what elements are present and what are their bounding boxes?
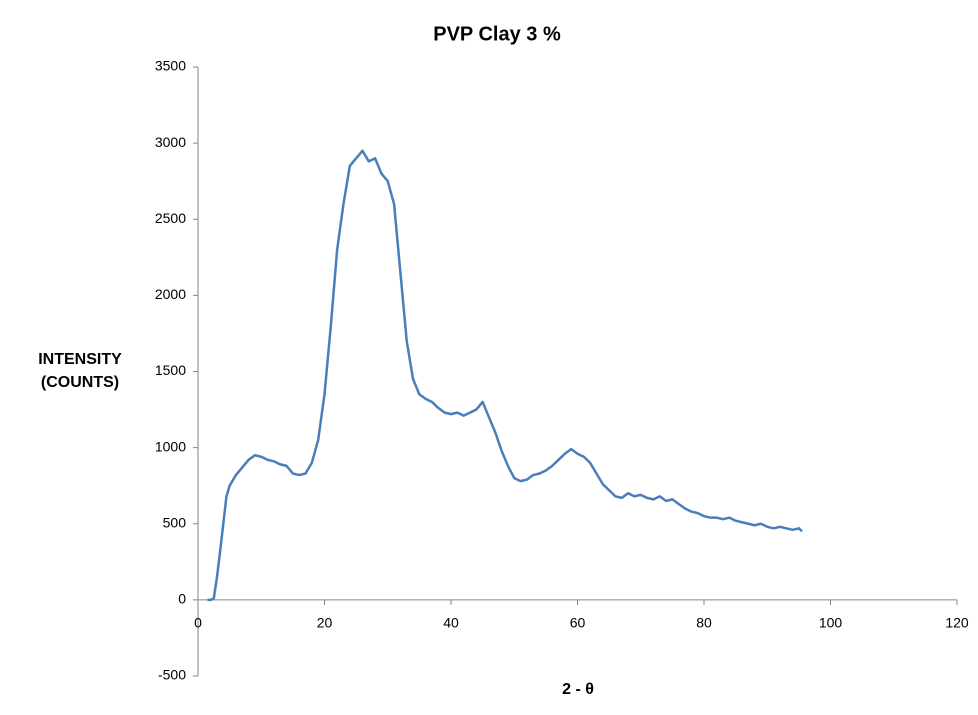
data-line	[207, 149, 803, 602]
y-tick-label: 3000	[155, 134, 186, 150]
y-tick-label: 2500	[155, 210, 186, 226]
x-tick-label: 120	[945, 615, 969, 631]
y-axis-label: (COUNTS)	[41, 374, 119, 391]
y-axis-label: INTENSITY	[38, 351, 122, 368]
x-tick-label: 40	[443, 615, 459, 631]
y-tick-label: -500	[158, 667, 186, 683]
x-tick-label: 20	[317, 615, 333, 631]
y-tick-label: 500	[163, 514, 187, 530]
x-axis-label: 2 - θ	[562, 681, 594, 698]
x-tick-label: 60	[570, 615, 586, 631]
y-tick-label: 1500	[155, 362, 186, 378]
y-tick-label: 3500	[155, 58, 186, 74]
x-tick-label: 100	[819, 615, 843, 631]
x-tick-label: 0	[194, 615, 202, 631]
chart-title: PVP Clay 3 %	[433, 23, 561, 45]
x-tick-label: 80	[696, 615, 712, 631]
y-tick-label: 2000	[155, 286, 186, 302]
y-tick-label: 1000	[155, 438, 186, 454]
y-tick-label: 0	[178, 591, 186, 607]
